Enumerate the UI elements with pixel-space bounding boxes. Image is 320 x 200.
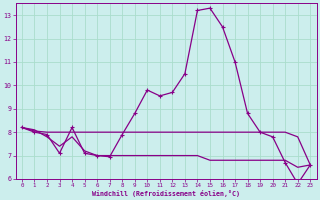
X-axis label: Windchill (Refroidissement éolien,°C): Windchill (Refroidissement éolien,°C) — [92, 190, 240, 197]
